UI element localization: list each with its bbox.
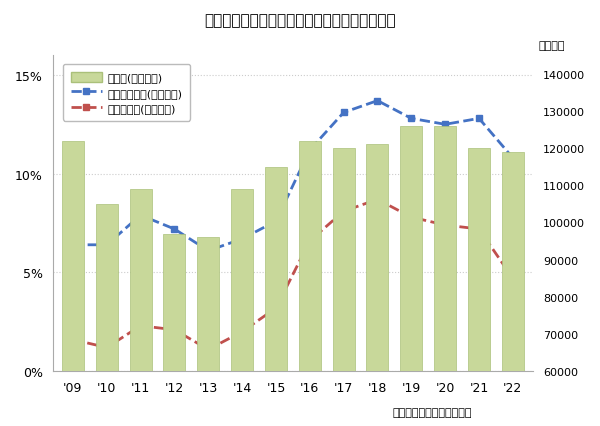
Bar bbox=[468, 149, 490, 426]
Bar bbox=[265, 167, 287, 426]
Bar bbox=[96, 204, 118, 426]
Bar bbox=[299, 141, 321, 426]
Text: （億円）: （億円） bbox=[539, 40, 565, 51]
Bar bbox=[197, 238, 219, 426]
Bar bbox=[130, 190, 152, 426]
Bar bbox=[163, 234, 185, 426]
Text: 【売上高・売上総利益率・営業利益率　推移】: 【売上高・売上総利益率・営業利益率 推移】 bbox=[204, 13, 396, 28]
Bar bbox=[367, 145, 388, 426]
Bar bbox=[332, 149, 355, 426]
Bar bbox=[400, 127, 422, 426]
Bar bbox=[434, 127, 456, 426]
Bar bbox=[231, 190, 253, 426]
Text: （東京商エリサーチ調べ）: （東京商エリサーチ調べ） bbox=[392, 408, 472, 417]
Legend: 売上高(右目盛り), 売上総利益率(左目盛り), 営業利益率(左目盛り): 売上高(右目盛り), 売上総利益率(左目盛り), 営業利益率(左目盛り) bbox=[63, 65, 190, 121]
Bar bbox=[62, 141, 84, 426]
Bar bbox=[502, 153, 524, 426]
